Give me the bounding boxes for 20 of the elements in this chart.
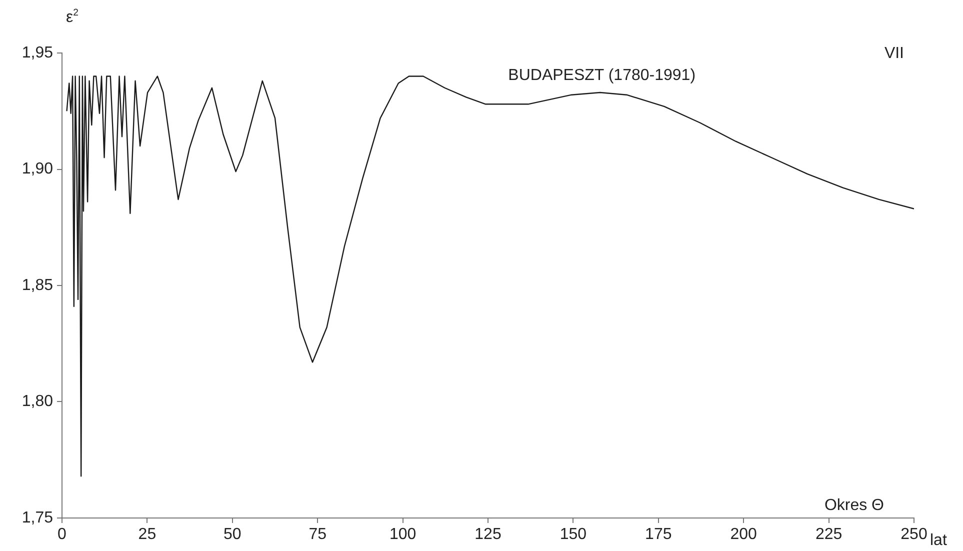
x-tick-label: 225 bbox=[815, 526, 842, 544]
x-tick-label: 150 bbox=[560, 526, 587, 544]
text: BUDAPESZT (1780-1991) bbox=[508, 67, 696, 84]
x-tick-label: 0 bbox=[58, 526, 67, 544]
x-tick-label: 50 bbox=[224, 526, 242, 544]
y-tick-label: 1,80 bbox=[22, 393, 54, 410]
x-tick-label: 75 bbox=[308, 526, 327, 544]
y-tick-label: 1,75 bbox=[22, 509, 54, 526]
x-tick-label: 250 bbox=[900, 526, 928, 544]
text: lat bbox=[930, 532, 948, 549]
x-tick-label: 100 bbox=[389, 526, 416, 544]
y-tick-label: 1,85 bbox=[22, 276, 54, 294]
x-tick-label: 200 bbox=[730, 526, 758, 544]
x-axis-title: Okres Θ bbox=[824, 497, 884, 514]
y-tick-label: 1,95 bbox=[22, 44, 54, 62]
x-tick-label: 175 bbox=[645, 526, 672, 544]
x-tick-label: 125 bbox=[474, 526, 502, 544]
x-tick-label: 25 bbox=[138, 526, 156, 544]
y-tick-label: 1,90 bbox=[22, 160, 54, 178]
annotation: VII bbox=[884, 45, 904, 62]
